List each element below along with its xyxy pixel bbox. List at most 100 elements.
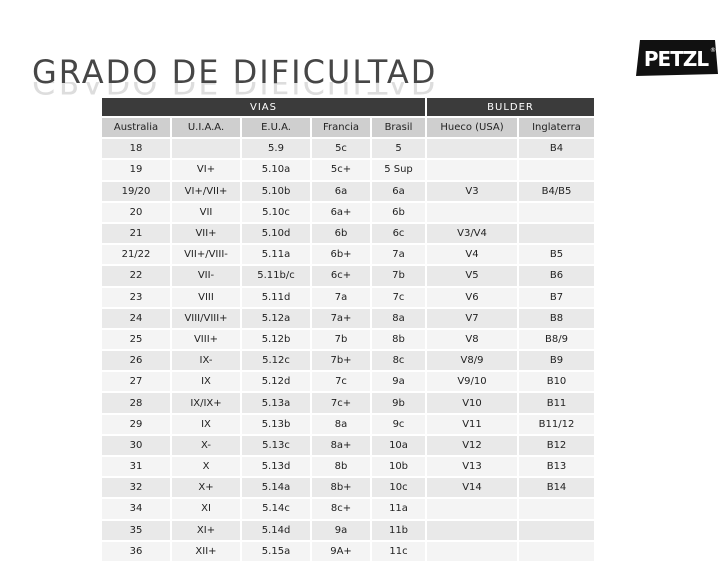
table-cell: 5.12b (240, 327, 312, 352)
table-cell: 34 (100, 497, 172, 521)
table-cell: 19/20 (100, 179, 172, 203)
table-cell: V12 (425, 433, 519, 458)
table-row: 26 IX- 5.12c 7b+ 8c V8/9 B9 (100, 349, 596, 373)
table-row: 34 XI 5.14c 8c+ 11a (100, 497, 596, 521)
table-cell: 5.14a (240, 476, 312, 500)
table-cell: B7 (517, 285, 596, 309)
table-cell: 32 (100, 476, 172, 500)
table-cell: VIII/VIII+ (170, 306, 242, 330)
table-cell (517, 497, 596, 521)
table-cell (170, 137, 242, 161)
table-cell: 6a+ (310, 200, 372, 224)
table-row: 19/20 VI+/VII+ 5.10b 6a 6a V3 B4/B5 (100, 179, 596, 203)
table-cell: 5.10d (240, 221, 312, 246)
table-cell: 6b+ (310, 243, 372, 267)
table-row: 22 VII- 5.11b/c 6c+ 7b V5 B6 (100, 264, 596, 288)
table-cell: V3 (425, 179, 519, 203)
table-row: 28 IX/IX+ 5.13a 7c+ 9b V10 B11 (100, 391, 596, 415)
table-cell: XII+ (170, 539, 242, 563)
table-cell: 6c (370, 221, 427, 246)
table-cell: 8a+ (310, 433, 372, 458)
table-cell: XI (170, 497, 242, 521)
table-cell: 9b (370, 391, 427, 415)
table-cell: IX (170, 370, 242, 394)
table-cell: 5.9 (240, 137, 312, 161)
table-cell (517, 158, 596, 182)
table-cell: VII+/VIII- (170, 243, 242, 267)
table-row: 20 VII 5.10c 6a+ 6b (100, 200, 596, 224)
column-header: Inglaterra (517, 115, 596, 140)
table-cell: B11/12 (517, 412, 596, 436)
table-cell (425, 200, 519, 224)
table-cell: B8 (517, 306, 596, 330)
table-row: 27 IX 5.12d 7c 9a V9/10 B10 (100, 370, 596, 394)
table-row: 30 X- 5.13c 8a+ 10a V12 B12 (100, 433, 596, 458)
table-row: 32 X+ 5.14a 8b+ 10c V14 B14 (100, 476, 596, 500)
table-cell: V4 (425, 243, 519, 267)
table-cell: 5.11b/c (240, 264, 312, 288)
table-cell: 7c+ (310, 391, 372, 415)
table-cell: V13 (425, 454, 519, 479)
table-row: 21/22 VII+/VIII- 5.11a 6b+ 7a V4 B5 (100, 243, 596, 267)
table-cell: 9A+ (310, 539, 372, 563)
table-cell: 5.10c (240, 200, 312, 224)
table-cell: 5.12c (240, 349, 312, 373)
table-cell: B9 (517, 349, 596, 373)
table-cell: 5.14c (240, 497, 312, 521)
table-row: 18 5.9 5c 5 B4 (100, 137, 596, 161)
table-cell: 6b (370, 200, 427, 224)
table-cell: VI+ (170, 158, 242, 182)
table-row: 24 VIII/VIII+ 5.12a 7a+ 8a V7 B8 (100, 306, 596, 330)
petzl-logo: PETZL ® (636, 40, 718, 76)
table-cell: IX (170, 412, 242, 436)
table-cell: B8/9 (517, 327, 596, 352)
table-cell: 5.10a (240, 158, 312, 182)
table-cell: 5.12d (240, 370, 312, 394)
column-header-row: Australia U.I.A.A. E.U.A. Francia Brasil… (100, 115, 596, 140)
table-cell: B5 (517, 243, 596, 267)
table-cell: B10 (517, 370, 596, 394)
table-row: 23 VIII 5.11d 7a 7c V6 B7 (100, 285, 596, 309)
table-row: 31 X 5.13d 8b 10b V13 B13 (100, 454, 596, 479)
column-header: E.U.A. (240, 115, 312, 140)
table-cell: 5 (370, 137, 427, 161)
table-cell: B12 (517, 433, 596, 458)
svg-text:®: ® (710, 47, 716, 54)
table-cell: 5 Sup (370, 158, 427, 182)
table-cell: 10c (370, 476, 427, 500)
table-cell: V5 (425, 264, 519, 288)
table-cell: V10 (425, 391, 519, 415)
table-cell: 5.11d (240, 285, 312, 309)
table-cell: X (170, 454, 242, 479)
column-header: Francia (310, 115, 372, 140)
table-cell: V9/10 (425, 370, 519, 394)
table-cell: 31 (100, 454, 172, 479)
table-cell: 8c+ (310, 497, 372, 521)
table-cell (425, 539, 519, 563)
table-cell: X- (170, 433, 242, 458)
table-cell: 7a (310, 285, 372, 309)
column-header: Brasil (370, 115, 427, 140)
table-cell: B4 (517, 137, 596, 161)
table-cell (425, 497, 519, 521)
table-cell: V14 (425, 476, 519, 500)
table-cell: V6 (425, 285, 519, 309)
table-row: 21 VII+ 5.10d 6b 6c V3/V4 (100, 221, 596, 246)
table-cell: 20 (100, 200, 172, 224)
table-cell: 18 (100, 137, 172, 161)
table-cell: VIII (170, 285, 242, 309)
table-cell: 27 (100, 370, 172, 394)
table-cell: B11 (517, 391, 596, 415)
table-cell: 5.13a (240, 391, 312, 415)
table-cell: VI+/VII+ (170, 179, 242, 203)
table-cell: 5c (310, 137, 372, 161)
table-cell: 8b (370, 327, 427, 352)
table-cell: XI+ (170, 518, 242, 542)
table-cell: 5.13b (240, 412, 312, 436)
table-cell: 25 (100, 327, 172, 352)
table-cell: X+ (170, 476, 242, 500)
table-cell: 7c (310, 370, 372, 394)
table-cell: 28 (100, 391, 172, 415)
table-cell: 8c (370, 349, 427, 373)
table-cell: 9a (370, 370, 427, 394)
